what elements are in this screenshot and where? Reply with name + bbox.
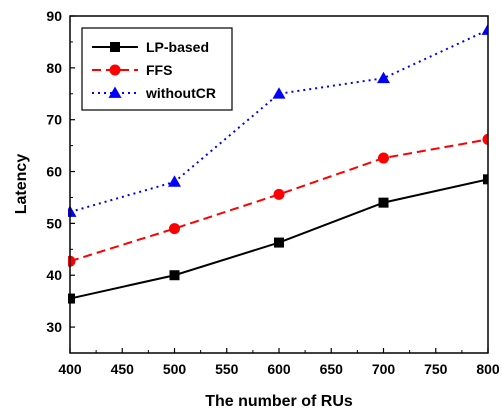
y-axis-title: Latency bbox=[13, 154, 30, 215]
series-line-withoutcr bbox=[69, 29, 488, 213]
legend-label: LP-based bbox=[146, 39, 209, 55]
y-tick-label: 30 bbox=[46, 319, 62, 335]
legend: LP-based FFS withoutCR bbox=[81, 27, 233, 111]
x-tick-label: 750 bbox=[424, 361, 448, 377]
y-tick-label: 80 bbox=[46, 60, 62, 76]
data-point bbox=[482, 133, 488, 145]
y-tick-label: 70 bbox=[46, 112, 62, 128]
y-tick-label: 90 bbox=[46, 8, 62, 24]
x-tick-label: 650 bbox=[320, 361, 344, 377]
x-tick-label: 500 bbox=[163, 361, 187, 377]
legend-label: withoutCR bbox=[145, 85, 216, 101]
y-tick-label: 60 bbox=[46, 164, 62, 180]
data-point bbox=[169, 223, 180, 235]
data-point bbox=[378, 152, 389, 164]
data-point bbox=[378, 197, 389, 208]
legend-label: FFS bbox=[146, 62, 172, 78]
data-point bbox=[272, 87, 286, 99]
x-tick-label: 700 bbox=[372, 361, 396, 377]
data-point bbox=[68, 293, 75, 304]
x-axis-title: The number of RUs bbox=[205, 393, 353, 410]
x-tick-label: 600 bbox=[267, 361, 291, 377]
data-point bbox=[169, 270, 180, 281]
data-point bbox=[274, 237, 284, 248]
data-point bbox=[273, 188, 285, 200]
legend-marker bbox=[110, 42, 120, 52]
data-point bbox=[481, 23, 488, 35]
x-tick-label: 400 bbox=[58, 361, 82, 377]
legend-marker bbox=[109, 64, 121, 76]
data-point bbox=[168, 175, 181, 187]
data-point bbox=[483, 174, 488, 185]
x-tick-label: 800 bbox=[476, 361, 500, 377]
legend-marker bbox=[108, 86, 122, 98]
x-tick-label: 550 bbox=[215, 361, 239, 377]
data-point bbox=[377, 71, 390, 84]
y-tick-label: 40 bbox=[46, 267, 62, 283]
y-tick-label: 50 bbox=[46, 215, 62, 231]
series-line-ffs bbox=[69, 138, 488, 263]
x-tick-label: 450 bbox=[111, 361, 135, 377]
